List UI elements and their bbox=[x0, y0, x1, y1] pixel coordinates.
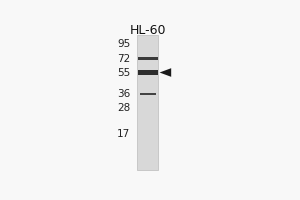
Text: 95: 95 bbox=[117, 39, 130, 49]
Polygon shape bbox=[160, 68, 171, 77]
Text: 36: 36 bbox=[117, 89, 130, 99]
Bar bbox=[138, 57, 158, 60]
Bar bbox=[140, 93, 156, 95]
Text: 55: 55 bbox=[117, 68, 130, 78]
Text: 28: 28 bbox=[117, 103, 130, 113]
Text: 17: 17 bbox=[117, 129, 130, 139]
Text: 72: 72 bbox=[117, 54, 130, 64]
Bar bbox=[138, 70, 158, 75]
Bar bbox=[137, 35, 158, 170]
Text: HL-60: HL-60 bbox=[130, 24, 166, 37]
